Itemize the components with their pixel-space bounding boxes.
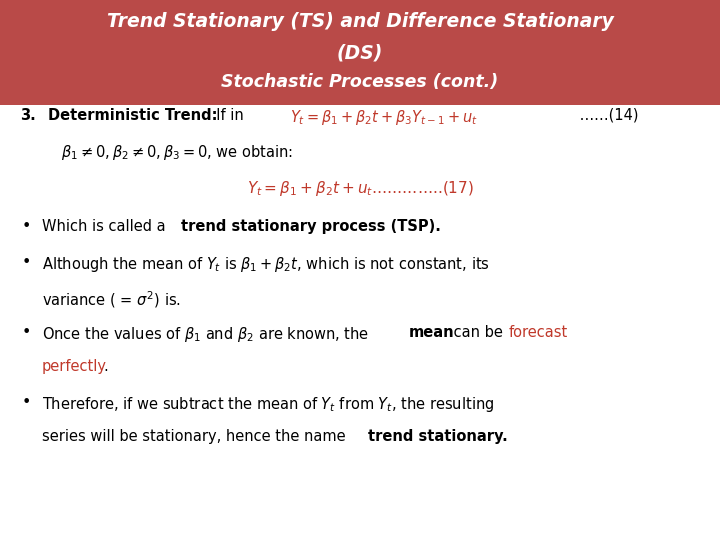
Text: •: • [22, 325, 31, 340]
Text: .: . [104, 359, 109, 374]
Bar [0, 0, 720, 105]
Text: variance ( = $\sigma^2$) is.: variance ( = $\sigma^2$) is. [42, 289, 181, 309]
Text: Deterministic Trend:: Deterministic Trend: [48, 108, 217, 123]
Text: Which is called a: Which is called a [42, 219, 170, 234]
Text: 3.: 3. [20, 108, 36, 123]
Text: Stochastic Processes (cont.): Stochastic Processes (cont.) [221, 73, 499, 91]
Text: perfectly: perfectly [42, 359, 107, 374]
Text: series will be stationary, hence the name: series will be stationary, hence the nam… [42, 429, 350, 444]
Text: Once the values of $\beta_1$ and $\beta_2$ are known, the: Once the values of $\beta_1$ and $\beta_… [42, 325, 370, 344]
Text: •: • [22, 395, 31, 410]
Text: (DS): (DS) [337, 43, 383, 62]
Text: can be: can be [449, 325, 508, 340]
Text: Trend Stationary (TS) and Difference Stationary: Trend Stationary (TS) and Difference Sta… [107, 12, 613, 31]
Text: $Y_t = \beta_1 + \beta_2 t + \beta_3 Y_{t-1} + u_t$: $Y_t = \beta_1 + \beta_2 t + \beta_3 Y_{… [290, 108, 478, 127]
Text: If in: If in [207, 108, 248, 123]
Text: •: • [22, 255, 31, 270]
Text: Although the mean of $Y_t$ is $\beta_1 + \beta_2 t$, which is not constant, its: Although the mean of $Y_t$ is $\beta_1 +… [42, 255, 490, 274]
Text: mean: mean [409, 325, 454, 340]
Text: forecast: forecast [508, 325, 567, 340]
Text: $\beta_1 \neq 0, \beta_2 \neq 0, \beta_3 = 0$, we obtain:: $\beta_1 \neq 0, \beta_2 \neq 0, \beta_3… [61, 143, 293, 162]
Text: ……(14): ……(14) [575, 108, 638, 123]
Text: Therefore, if we subtract the mean of $Y_t$ from $Y_t$, the resulting: Therefore, if we subtract the mean of $Y… [42, 395, 494, 414]
Text: trend stationary process (TSP).: trend stationary process (TSP). [181, 219, 441, 234]
Text: $Y_t = \beta_1 + \beta_2 t + u_t$…………..(17): $Y_t = \beta_1 + \beta_2 t + u_t$…………..(… [246, 179, 474, 198]
Text: trend stationary.: trend stationary. [368, 429, 508, 444]
Text: •: • [22, 219, 31, 234]
